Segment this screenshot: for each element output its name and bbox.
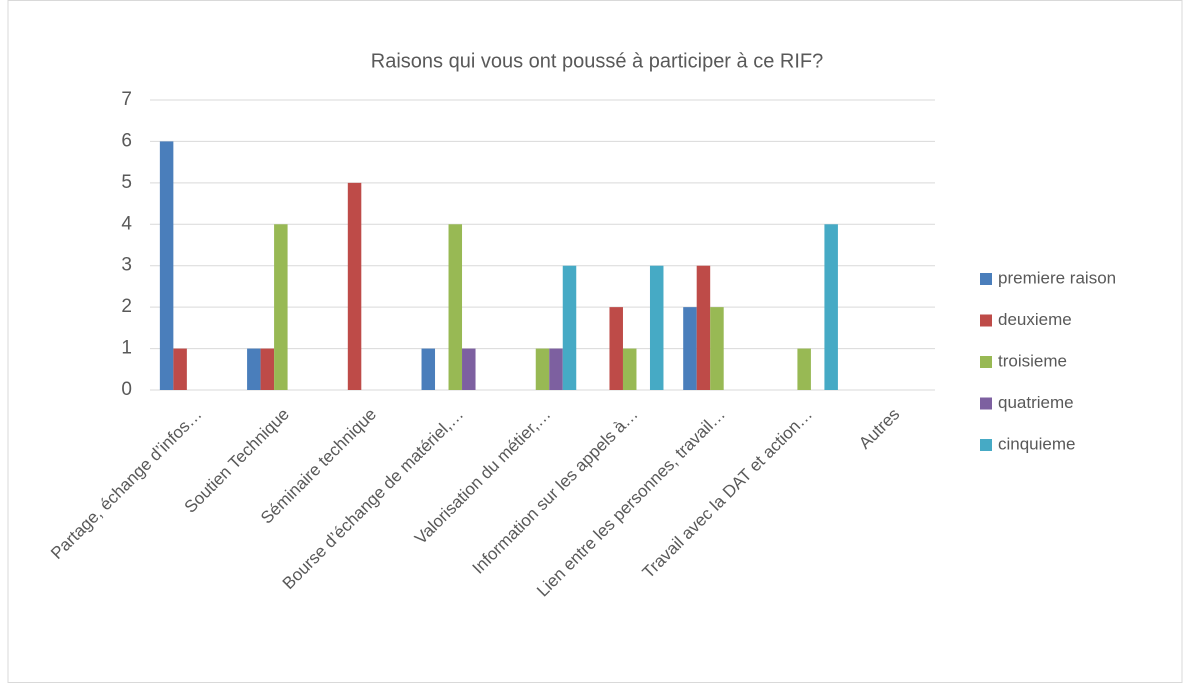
bar — [260, 348, 275, 390]
bar — [683, 307, 697, 390]
bar — [535, 348, 550, 390]
bar — [159, 141, 174, 390]
y-tick-label: 4 — [121, 213, 132, 234]
bar — [448, 224, 463, 390]
bar — [649, 265, 664, 390]
bar — [173, 348, 187, 390]
legend-swatch — [980, 397, 992, 410]
y-tick-label: 5 — [121, 172, 132, 193]
legend-label: deuxieme — [998, 310, 1072, 329]
legend-swatch — [980, 439, 992, 451]
y-tick-label: 7 — [121, 89, 132, 110]
bar — [347, 182, 362, 390]
bar — [274, 224, 288, 390]
legend-label: cinquieme — [998, 434, 1076, 453]
legend-label: premiere raison — [998, 268, 1116, 287]
bar — [421, 348, 436, 390]
bar — [622, 348, 637, 390]
y-tick-label: 3 — [121, 255, 132, 276]
bar — [696, 265, 711, 390]
bar — [710, 307, 724, 390]
legend-label: quatrieme — [998, 393, 1074, 412]
y-tick-label: 2 — [121, 296, 132, 317]
y-tick-label: 6 — [121, 130, 132, 151]
legend-swatch — [980, 273, 992, 285]
bar — [609, 307, 623, 390]
bar — [247, 348, 261, 390]
y-tick-label: 1 — [121, 338, 132, 359]
bar — [562, 265, 577, 390]
bar — [797, 348, 811, 390]
bar — [549, 348, 563, 390]
legend-label: troisieme — [998, 351, 1067, 370]
bar — [824, 224, 838, 390]
legend-swatch — [980, 314, 992, 327]
bar — [462, 348, 476, 390]
y-tick-label: 0 — [121, 379, 132, 400]
chart-title: Raisons qui vous ont poussé à participer… — [371, 50, 823, 72]
legend-swatch — [980, 356, 992, 368]
chart-border — [7, 0, 1183, 683]
